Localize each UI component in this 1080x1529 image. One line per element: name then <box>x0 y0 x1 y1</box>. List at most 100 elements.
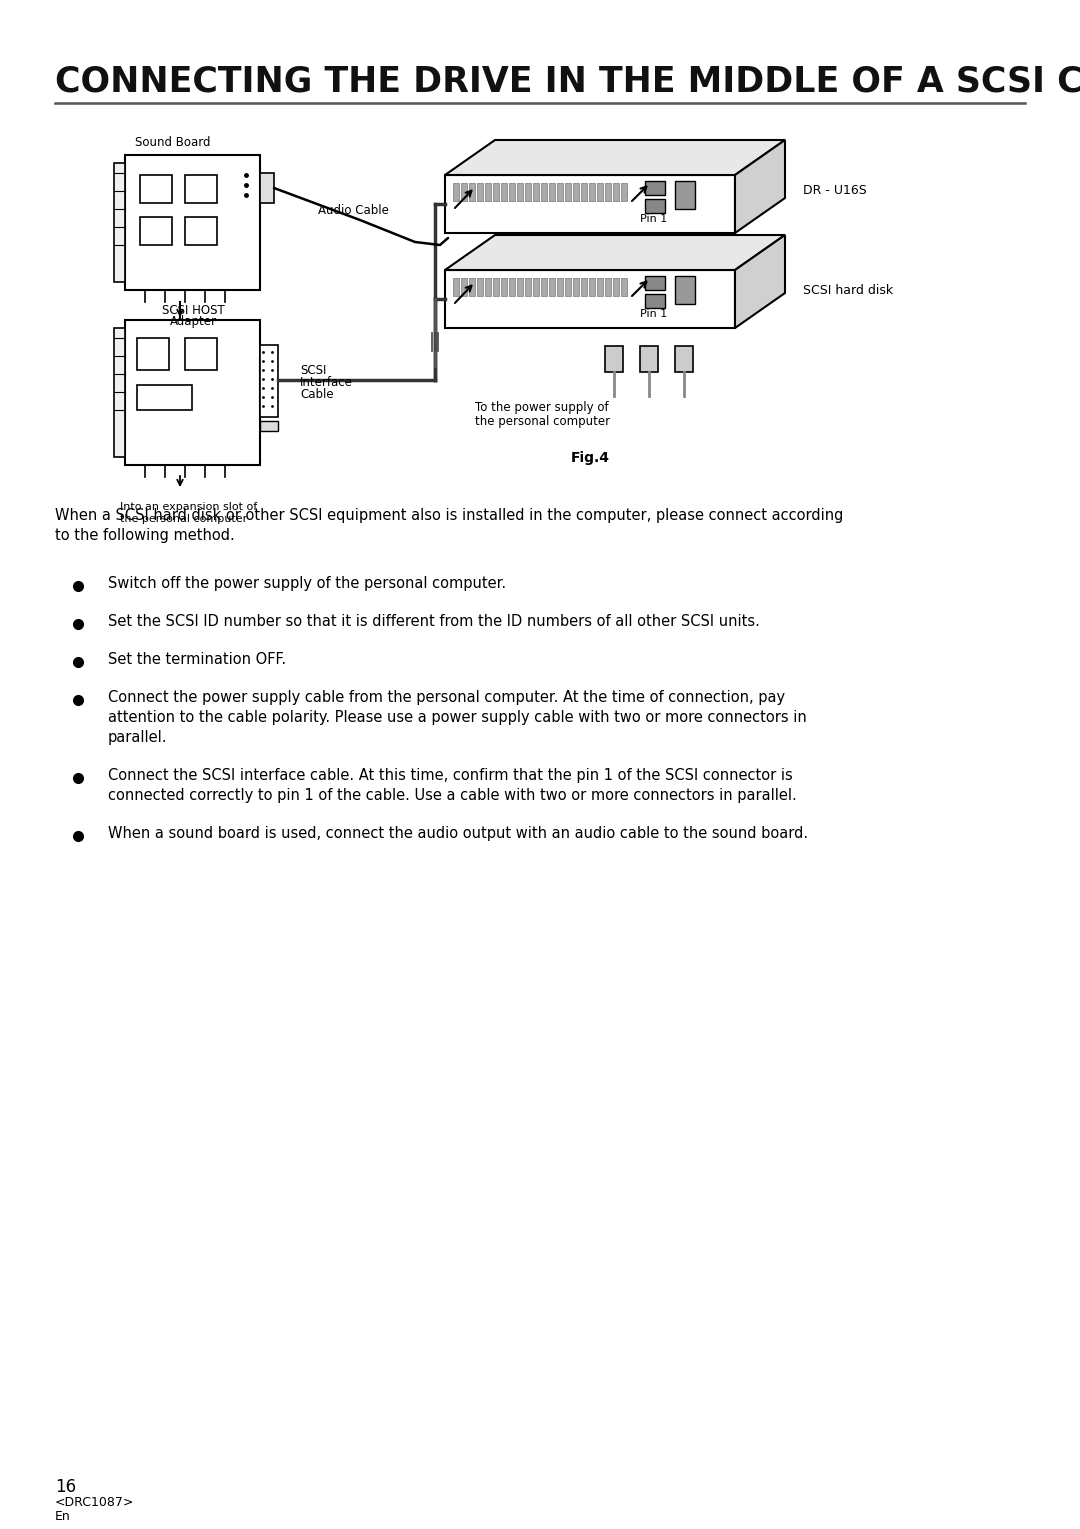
Bar <box>605 278 611 297</box>
Bar <box>581 183 588 200</box>
Bar <box>525 278 531 297</box>
Text: When a SCSI hard disk or other SCSI equipment also is installed in the computer,: When a SCSI hard disk or other SCSI equi… <box>55 508 843 523</box>
Bar <box>461 278 467 297</box>
Text: SCSI hard disk: SCSI hard disk <box>804 283 893 297</box>
Bar <box>260 346 278 417</box>
Bar <box>469 183 475 200</box>
Text: Set the SCSI ID number so that it is different from the ID numbers of all other : Set the SCSI ID number so that it is dif… <box>108 615 760 628</box>
Polygon shape <box>735 235 785 329</box>
Bar <box>613 183 619 200</box>
Text: the personal computer: the personal computer <box>120 514 247 524</box>
Bar <box>185 338 217 370</box>
Text: parallel.: parallel. <box>108 729 167 745</box>
Bar <box>492 278 499 297</box>
Polygon shape <box>445 235 785 271</box>
Bar <box>114 329 125 457</box>
Bar <box>125 320 260 465</box>
Bar <box>573 183 579 200</box>
Bar <box>675 277 696 304</box>
Bar <box>565 278 571 297</box>
Bar <box>461 183 467 200</box>
Polygon shape <box>445 271 735 329</box>
Text: Adapter: Adapter <box>170 315 216 329</box>
Bar <box>137 385 192 410</box>
Bar <box>640 346 658 372</box>
Text: Switch off the power supply of the personal computer.: Switch off the power supply of the perso… <box>108 576 507 592</box>
Text: Pin 1: Pin 1 <box>640 309 667 320</box>
Bar <box>557 183 563 200</box>
Bar <box>469 278 475 297</box>
Bar <box>140 174 172 203</box>
Bar <box>485 278 491 297</box>
Bar <box>509 183 515 200</box>
Bar <box>125 154 260 291</box>
Bar <box>185 217 217 245</box>
Bar <box>453 278 459 297</box>
Text: to the following method.: to the following method. <box>55 528 234 543</box>
Bar <box>140 217 172 245</box>
Text: Connect the SCSI interface cable. At this time, confirm that the pin 1 of the SC: Connect the SCSI interface cable. At thi… <box>108 768 793 783</box>
Bar <box>645 199 665 213</box>
Bar <box>581 278 588 297</box>
Text: Audio Cable: Audio Cable <box>318 203 389 217</box>
Text: Into an expansion slot of: Into an expansion slot of <box>120 502 257 512</box>
Bar <box>534 183 539 200</box>
Text: Cable: Cable <box>300 387 334 401</box>
Text: Fig.4: Fig.4 <box>570 451 609 465</box>
Polygon shape <box>735 141 785 232</box>
Text: Connect the power supply cable from the personal computer. At the time of connec: Connect the power supply cable from the … <box>108 690 785 705</box>
Bar <box>597 183 603 200</box>
Bar <box>573 278 579 297</box>
Bar <box>605 346 623 372</box>
Bar <box>517 183 523 200</box>
Bar <box>137 338 168 370</box>
Bar <box>485 183 491 200</box>
Bar <box>260 173 274 203</box>
Text: When a sound board is used, connect the audio output with an audio cable to the : When a sound board is used, connect the … <box>108 826 808 841</box>
Bar <box>613 278 619 297</box>
Text: connected correctly to pin 1 of the cable. Use a cable with two or more connecto: connected correctly to pin 1 of the cabl… <box>108 787 797 803</box>
Text: SCSI: SCSI <box>300 364 326 376</box>
Text: To the power supply of: To the power supply of <box>475 402 609 414</box>
Bar <box>453 183 459 200</box>
Text: Set the termination OFF.: Set the termination OFF. <box>108 651 286 667</box>
Bar <box>589 183 595 200</box>
Text: attention to the cable polarity. Please use a power supply cable with two or mor: attention to the cable polarity. Please … <box>108 709 807 725</box>
Bar <box>492 183 499 200</box>
Text: En: En <box>55 1511 71 1523</box>
Bar <box>541 183 546 200</box>
Bar <box>534 278 539 297</box>
Bar <box>605 183 611 200</box>
Polygon shape <box>445 141 785 174</box>
Bar <box>549 183 555 200</box>
Bar <box>114 164 125 281</box>
Bar <box>509 278 515 297</box>
Bar <box>645 294 665 307</box>
Bar <box>645 180 665 196</box>
Text: SCSI HOST: SCSI HOST <box>162 303 225 317</box>
Bar <box>477 278 483 297</box>
Bar <box>621 278 627 297</box>
Text: Pin 1: Pin 1 <box>640 214 667 225</box>
Bar <box>477 183 483 200</box>
Bar <box>645 277 665 291</box>
Bar <box>525 183 531 200</box>
Text: 16: 16 <box>55 1479 76 1495</box>
Bar <box>501 183 507 200</box>
Bar <box>517 278 523 297</box>
Bar <box>549 278 555 297</box>
Bar <box>185 174 217 203</box>
Bar <box>675 180 696 209</box>
Text: Interface: Interface <box>300 376 353 388</box>
Bar <box>597 278 603 297</box>
Bar <box>557 278 563 297</box>
Text: DR - U16S: DR - U16S <box>804 183 867 197</box>
Text: Sound Board: Sound Board <box>135 136 211 150</box>
Bar <box>260 420 278 431</box>
Text: the personal computer: the personal computer <box>475 414 610 428</box>
Bar <box>565 183 571 200</box>
Polygon shape <box>445 174 735 232</box>
Bar <box>589 278 595 297</box>
Bar <box>621 183 627 200</box>
Bar <box>541 278 546 297</box>
